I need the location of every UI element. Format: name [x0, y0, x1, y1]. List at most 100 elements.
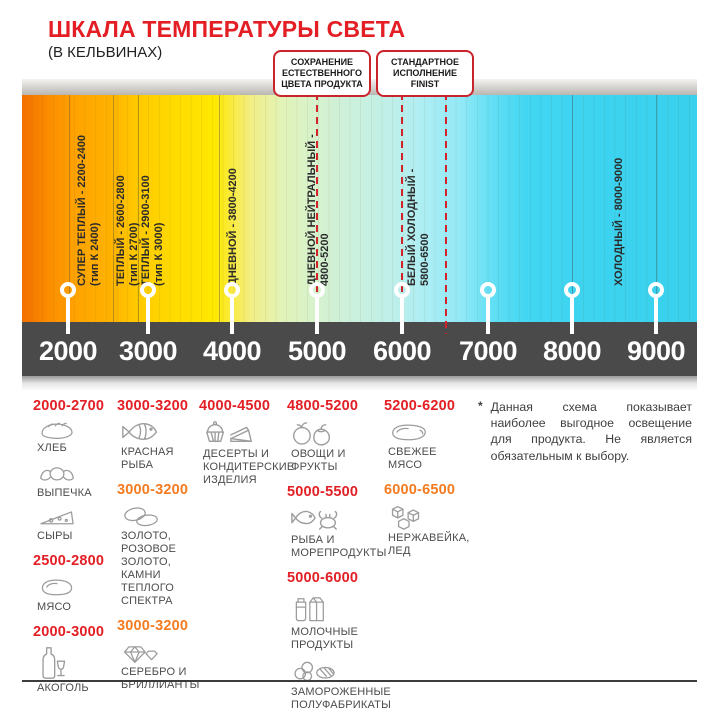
product-label: МОЛОЧНЫЕ ПРОДУКТЫ [291, 626, 359, 651]
callout-finist-standard: СТАНДАРТНОЕ ИСПОЛНЕНИЕ FINIST [376, 50, 474, 97]
product-column-5: 5200-6200 СВЕЖЕЕ МЯСО 6000-6500 НЕРЖАВЕЙ… [384, 398, 476, 568]
product-item: СЕРЕБРО И БРИЛЛИАНТЫ [121, 640, 209, 692]
marker-ring-4000k [223, 281, 240, 298]
zone-line [138, 95, 139, 322]
range-heading: 5000-6000 [287, 570, 359, 586]
range-heading: 4000-4500 [199, 398, 271, 414]
marker-stem-7000k [485, 298, 491, 334]
marker-stem-9000k [653, 298, 659, 334]
product-item: НЕРЖАВЕЙКА, ЛЕД [388, 504, 476, 558]
dairy-icon [291, 592, 399, 624]
gradient-steps-overlay [22, 95, 697, 322]
product-label: ВЫПЕЧКА [37, 487, 92, 499]
fresh-meat-icon [388, 420, 476, 444]
scale-tick-3000: 3000 [118, 336, 178, 366]
fruits-icon [291, 420, 399, 446]
product-group: 5000-5500 РЫБА И МОРЕПРОДУКТЫ [287, 484, 399, 560]
product-group: 6000-6500 НЕРЖАВЕЙКА, ЛЕД [384, 482, 476, 558]
marker-ring-7000k [479, 281, 496, 298]
marker-stem-5000k [314, 298, 320, 334]
footnote: * Данная схема показывает наиболее выгод… [478, 399, 692, 464]
zone-label-text: СУПЕР ТЕПЛЫЙ - 2200-2400 [76, 134, 88, 286]
zone-line [113, 95, 114, 322]
product-label: ХЛЕБ [37, 442, 67, 454]
product-item: СЫРЫ [37, 506, 115, 543]
product-group: 3000-3200 КРАСНАЯ РЫБА [117, 398, 209, 472]
marker-ring-3000k [139, 281, 156, 298]
product-label: НЕРЖАВЕЙКА, ЛЕД [388, 532, 470, 557]
diamond-icon [121, 640, 209, 664]
product-label: СВЕЖЕЕ МЯСО [388, 446, 437, 471]
range-heading: 2000-2700 [33, 398, 105, 414]
product-group: 2000-2700 ХЛЕБ ВЫПЕЧКА СЫРЫ [33, 398, 115, 543]
product-group: 5200-6200 СВЕЖЕЕ МЯСО [384, 398, 476, 472]
product-item: АКОГОЛЬ [37, 646, 115, 695]
marker-ring-6000k [393, 281, 410, 298]
marker-stem-8000k [569, 298, 575, 334]
zone-label-sub: (тип К 3000) [153, 222, 165, 286]
product-column-4: 4800-5200 ОВОЩИ И ФРУКТЫ 5000-5500 РЫБА … [287, 398, 399, 722]
product-label: ОВОЩИ И ФРУКТЫ [291, 448, 346, 473]
product-item: ХЛЕБ [37, 420, 115, 455]
zone-line [656, 95, 657, 322]
scale-tick-7000: 7000 [458, 336, 518, 366]
marker-ring-9000k [647, 281, 664, 298]
zone-label-text: БЕЛЫЙ ХОЛОДНЫЙ - [406, 168, 418, 286]
rings-icon [121, 504, 209, 528]
zone-label-sub: 4800-5200 [319, 233, 331, 286]
scale-tick-4000: 4000 [202, 336, 262, 366]
bottom-divider [22, 680, 697, 682]
dashed-line-6500k [445, 93, 447, 334]
product-group: 2000-3000 АКОГОЛЬ [33, 624, 115, 695]
product-group: 5000-6000 МОЛОЧНЫЕ ПРОДУКТЫ ЗАМОРОЖЕННЫЕ… [287, 570, 399, 712]
product-group: 4800-5200 ОВОЩИ И ФРУКТЫ [287, 398, 399, 474]
scale-tick-2000: 2000 [38, 336, 98, 366]
scale-tick-5000: 5000 [287, 336, 347, 366]
product-label: СЫРЫ [37, 530, 73, 542]
range-heading: 6000-6500 [384, 482, 456, 498]
range-heading: 3000-3200 [117, 482, 189, 498]
product-item: КРАСНАЯ РЫБА [121, 420, 209, 472]
product-item: МЯСО [37, 575, 115, 614]
kelvin-scale-bar: 2000 3000 4000 5000 6000 7000 8000 9000 [22, 322, 697, 376]
product-item: ОВОЩИ И ФРУКТЫ [291, 420, 399, 474]
product-column-3: 4000-4500 ДЕСЕРТЫ И КОНДИТЕРСКИЕ ИЗДЕЛИЯ [199, 398, 295, 497]
zone-line [572, 95, 573, 322]
range-heading: 5000-5500 [287, 484, 359, 500]
product-group: 2500-2800 МЯСО [33, 553, 115, 614]
footnote-asterisk: * [478, 399, 483, 413]
product-label: ЗАМОРОЖЕННЫЕ ПОЛУФАБРИКАТЫ [291, 686, 392, 711]
bread-icon [37, 420, 115, 440]
color-temperature-gradient [22, 95, 697, 322]
zone-line [219, 95, 220, 322]
product-label: ДЕСЕРТЫ И КОНДИТЕРСКИЕ ИЗДЕЛИЯ [203, 448, 295, 486]
range-heading: 2000-3000 [33, 624, 105, 640]
marker-stem-2000k [65, 298, 71, 334]
scale-tick-8000: 8000 [542, 336, 602, 366]
product-column-2: 3000-3200 КРАСНАЯ РЫБА 3000-3200 ЗОЛОТО,… [117, 398, 209, 702]
page-subtitle: (В КЕЛЬВИНАХ) [48, 44, 163, 61]
range-heading: 5200-6200 [384, 398, 456, 414]
product-item: ЗОЛОТО, РОЗОВОЕ ЗОЛОТО, КАМНИ ТЕПЛОГО СП… [121, 504, 209, 608]
product-item: ДЕСЕРТЫ И КОНДИТЕРСКИЕ ИЗДЕЛИЯ [203, 420, 295, 487]
product-item: СВЕЖЕЕ МЯСО [388, 420, 476, 472]
marker-stem-6000k [399, 298, 405, 334]
alcohol-icon [37, 646, 115, 680]
cheese-icon [37, 506, 115, 528]
zone-line [69, 95, 70, 322]
zone-label-text: ДНЕВНОЙ - 3800-4200 [227, 168, 239, 286]
product-group: 3000-3200 СЕРЕБРО И БРИЛЛИАНТЫ [117, 618, 209, 692]
temperature-scale-figure: СУПЕР ТЕПЛЫЙ - 2200-2400 (тип К 2400) ТЕ… [22, 79, 697, 395]
range-heading: 4800-5200 [287, 398, 359, 414]
ice-cubes-icon [388, 504, 476, 530]
product-label: ЗОЛОТО, РОЗОВОЕ ЗОЛОТО, КАМНИ ТЕПЛОГО СП… [121, 530, 176, 607]
product-label: РЫБА И МОРЕПРОДУКТЫ [291, 534, 387, 559]
dashed-line-6000k [401, 93, 403, 334]
frozen-food-icon [291, 658, 399, 684]
callout-natural-color: СОХРАНЕНИЕ ЕСТЕСТВЕННОГО ЦВЕТА ПРОДУКТА [273, 50, 371, 97]
product-group: 4000-4500 ДЕСЕРТЫ И КОНДИТЕРСКИЕ ИЗДЕЛИЯ [199, 398, 295, 487]
zone-label-text: ТЕПЛЫЙ - 2900-3100 [140, 175, 152, 286]
marker-stem-3000k [145, 298, 151, 334]
product-label: МЯСО [37, 601, 72, 613]
bar-bottom-shadow [22, 376, 697, 390]
